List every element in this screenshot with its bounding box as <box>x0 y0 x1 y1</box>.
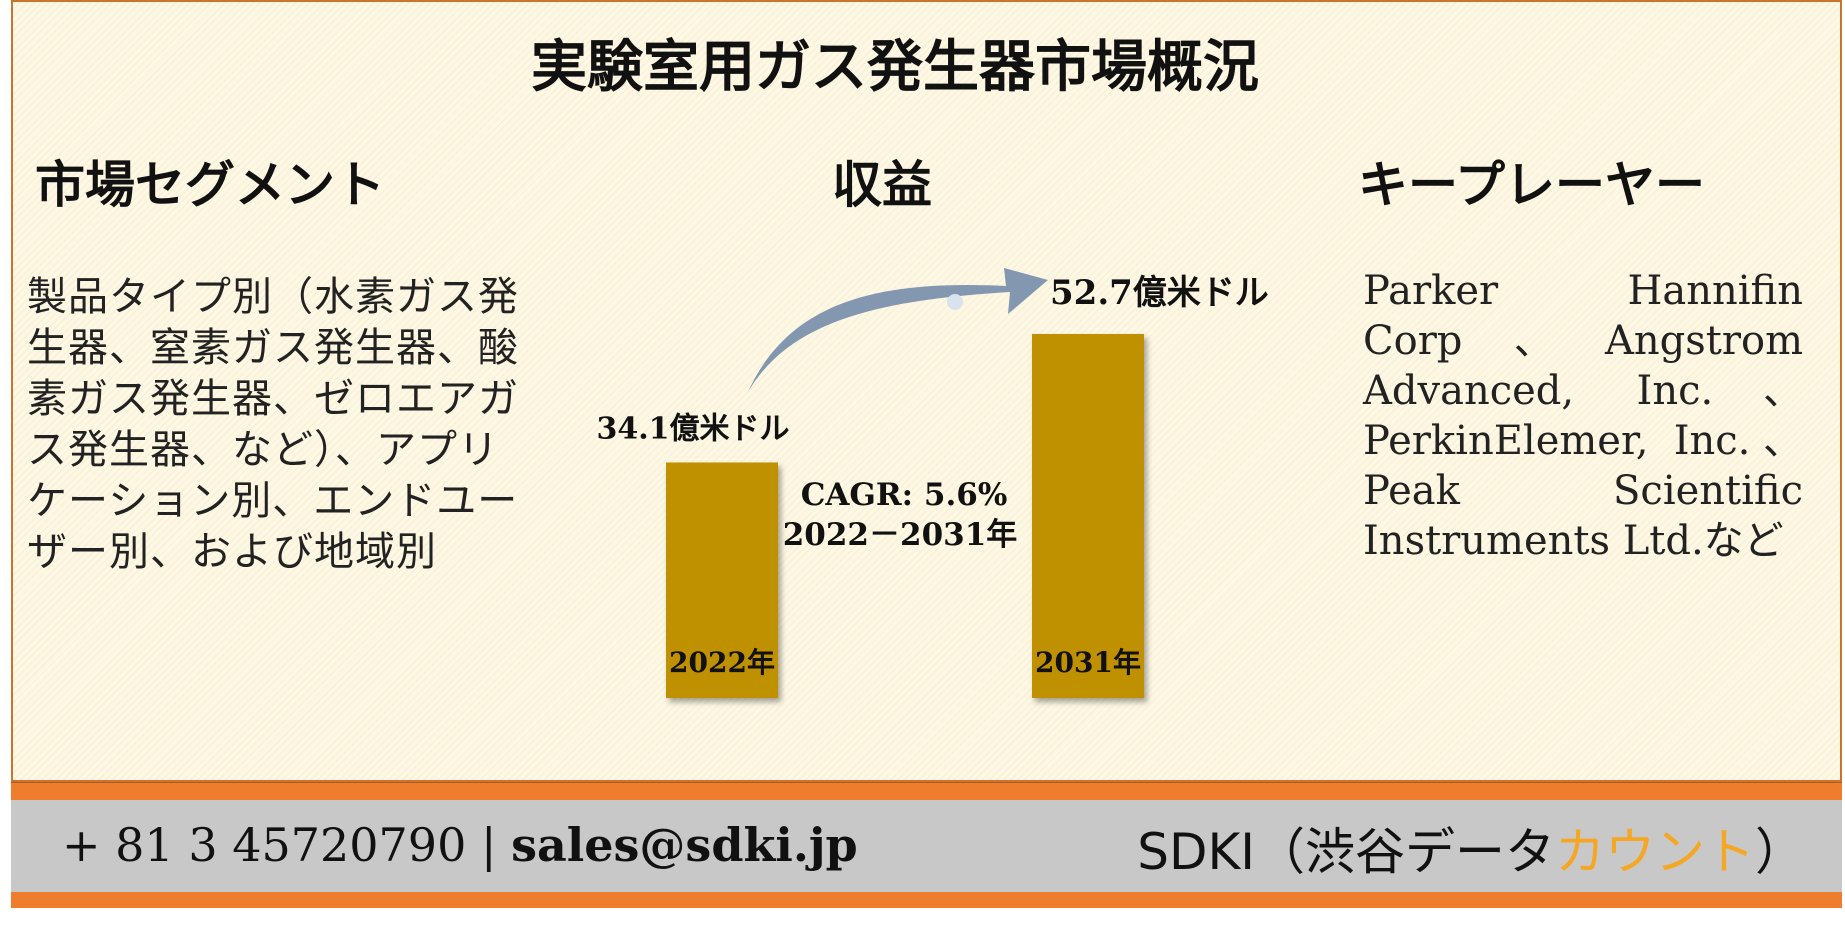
contact-separator: | <box>480 818 497 872</box>
segment-description: 製品タイプ別（水素ガス発生器、窒素ガス発生器、酸素ガス発生器、ゼロエアガス発生器… <box>27 274 519 575</box>
arrow-highlight-dot <box>947 294 963 310</box>
revenue-heading: 収益 <box>832 155 932 214</box>
brand-name: SDKI（渋谷データカウント） <box>1137 812 1805 884</box>
cagr-label: CAGR: 5.6% <box>801 477 1008 513</box>
cagr-period-label: 2022－2031年 <box>783 517 1018 553</box>
bar-category-label: 2022年 <box>669 646 775 679</box>
segment-heading: 市場セグメント <box>35 155 385 214</box>
contact-info: + 81 3 45720790 | sales@sdki.jp <box>62 818 858 872</box>
growth-arrow <box>748 268 1048 392</box>
brand-prefix: SDKI（渋谷データ <box>1137 823 1555 881</box>
brand-suffix: ） <box>1755 823 1805 881</box>
revenue-chart: 2022年 34.1億米ドル 2031年 52.7億米ドル CAGR: 5.6% 20… <box>596 268 1269 698</box>
email-link[interactable]: sales@sdki.jp <box>511 818 858 872</box>
bar-value-label: 52.7億米ドル <box>1050 273 1269 313</box>
footer-stripe-top <box>11 782 1842 800</box>
footer-bar <box>11 800 1842 892</box>
key-players-list: Parker Hannifin Corp、Angstrom Advanced, … <box>1363 268 1803 564</box>
footer-stripe-bottom <box>11 892 1842 908</box>
key-players-heading: キープレーヤー <box>1358 155 1705 214</box>
bar-2031年 <box>1032 334 1144 698</box>
page-title: 実験室用ガス発生器市場概況 <box>531 34 1259 100</box>
bar-2022年 <box>666 462 778 698</box>
bar-category-label: 2031年 <box>1035 646 1141 679</box>
brand-accent: カウント <box>1555 823 1755 881</box>
infographic-panel <box>11 0 1842 782</box>
bar-value-label: 34.1億米ドル <box>596 411 789 446</box>
phone-number: + 81 3 45720790 <box>62 818 467 872</box>
